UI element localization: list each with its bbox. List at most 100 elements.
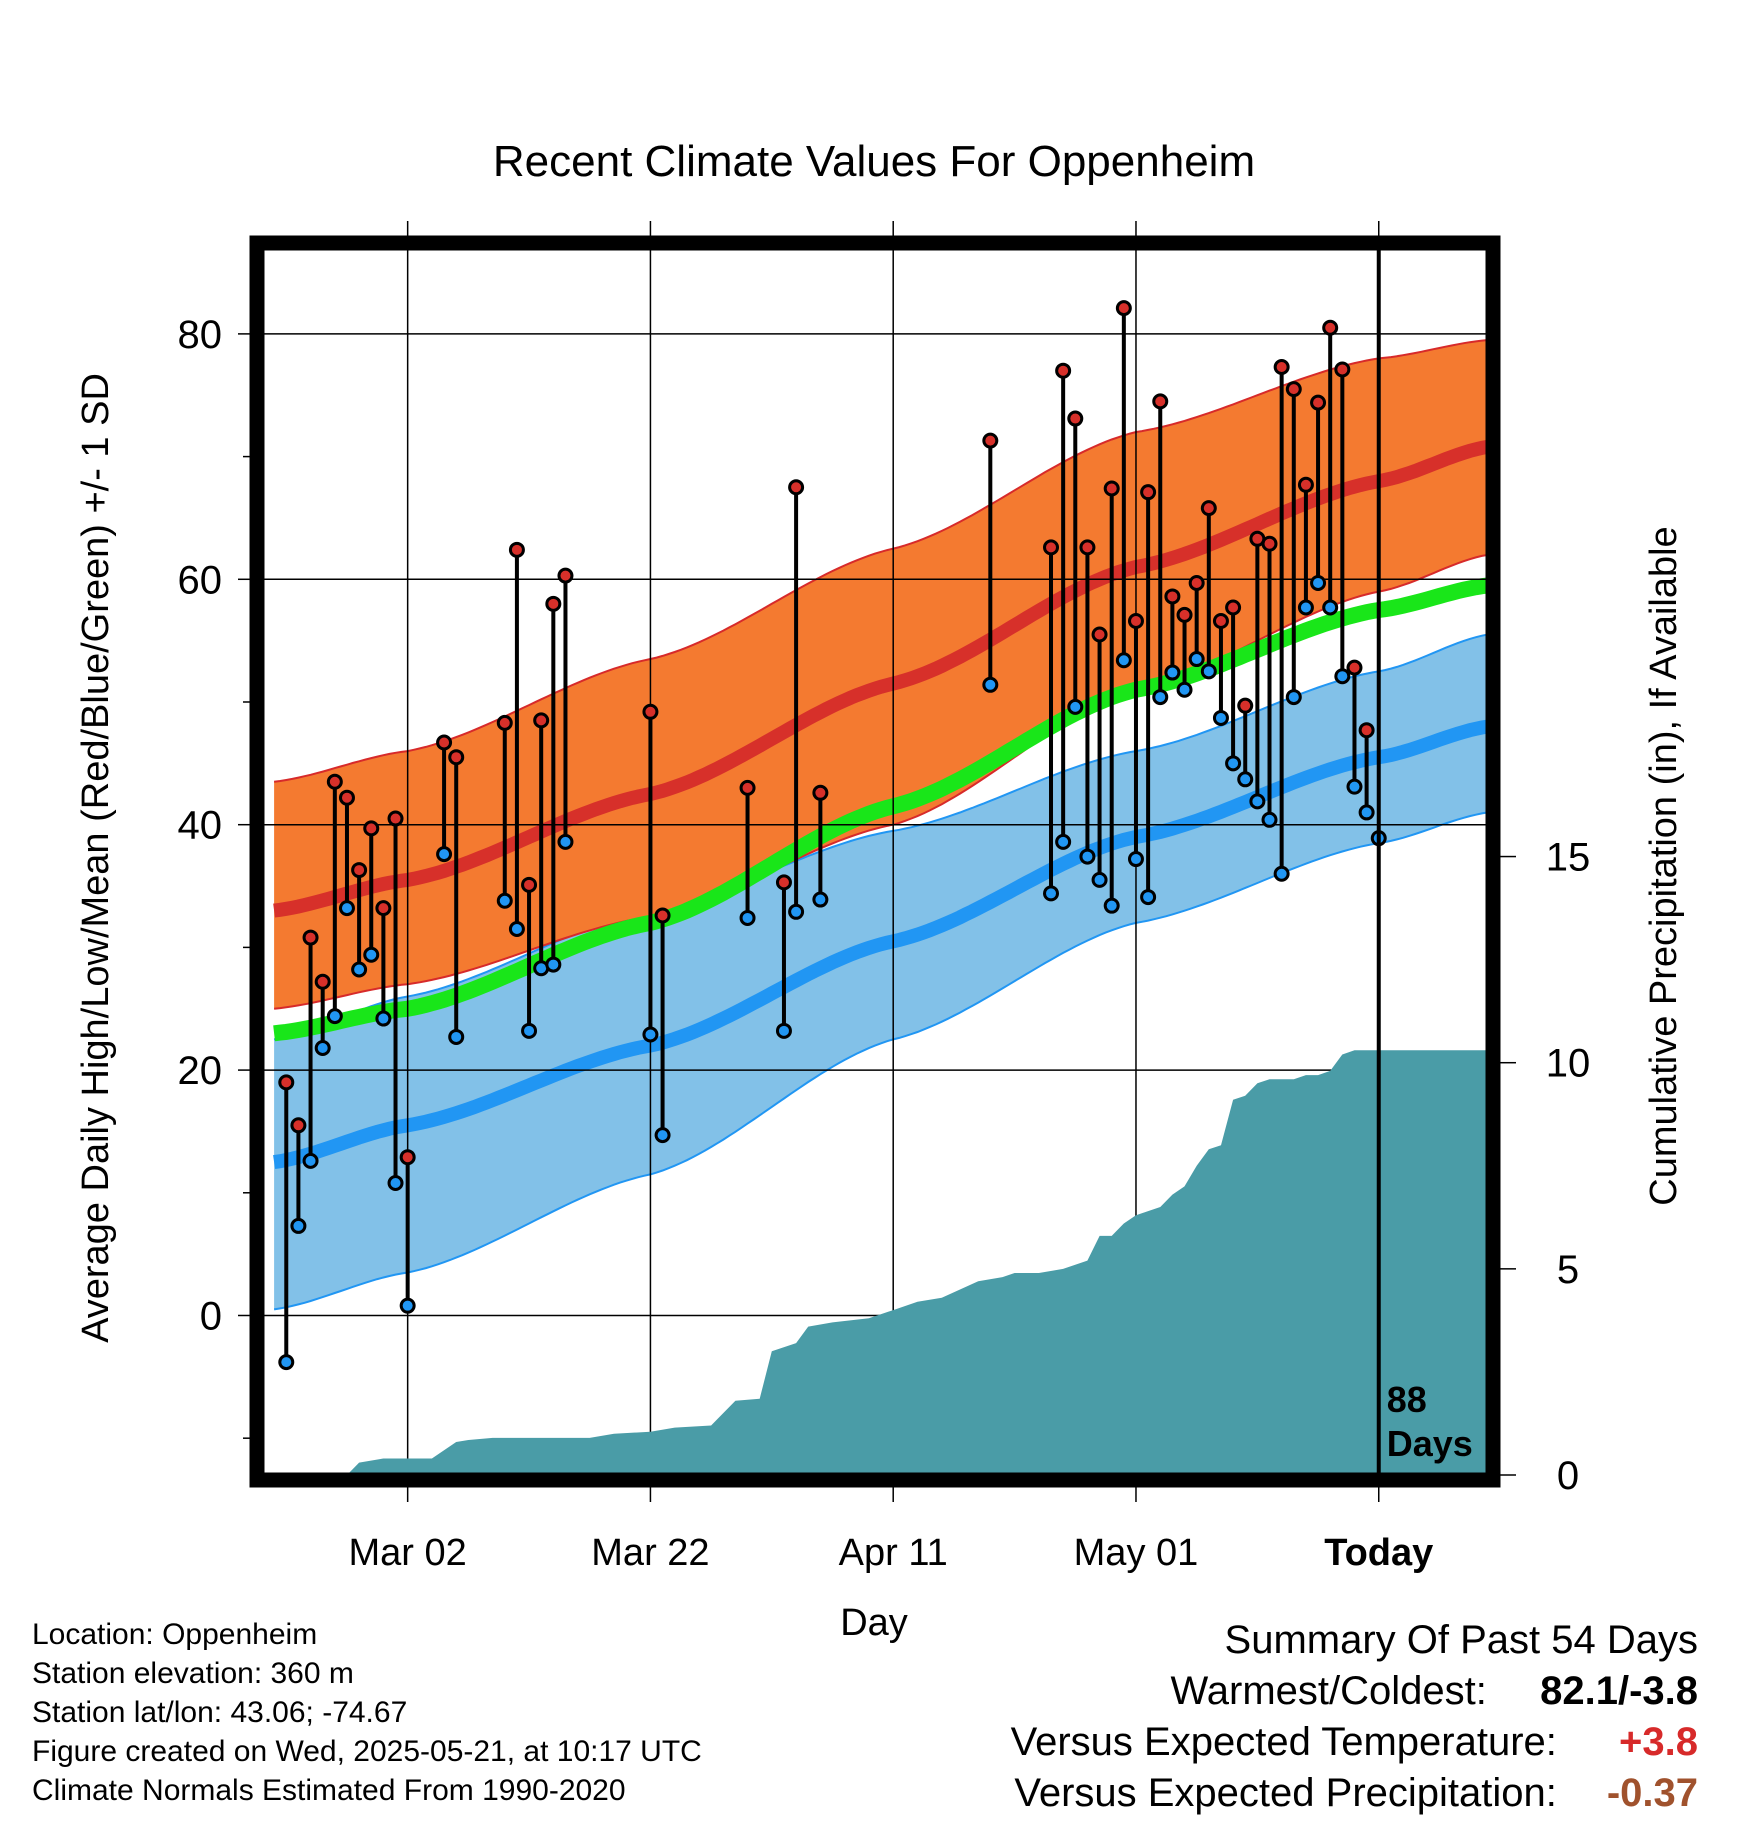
low-point [1225,755,1242,772]
high-point [1273,359,1290,376]
low-point [1067,698,1084,715]
low-point [1285,689,1302,706]
plot-frame [249,235,1501,1488]
low-point [1176,681,1193,698]
high-point [1285,381,1302,398]
high-point [387,810,404,827]
low-point [496,892,513,909]
info-latlon: Station lat/lon: 43.06; -74.67 [32,1696,408,1729]
low-point [521,1022,538,1039]
y-tick-label: 60 [178,558,223,602]
high-point [302,929,319,946]
high-point [1152,393,1169,410]
low-point [1115,652,1132,669]
low-point [1310,574,1327,591]
low-point [739,909,756,926]
high-point [448,749,465,766]
high-point [1043,539,1060,556]
high-point [1322,319,1339,336]
low-point [775,1022,792,1039]
low-point [448,1028,465,1045]
station-info: Location: Oppenheim Station elevation: 3… [32,1615,702,1810]
low-point [387,1174,404,1191]
normal-bands [273,339,1488,1311]
info-normals: Climate Normals Estimated From 1990-2020 [32,1774,626,1807]
info-location: Location: Oppenheim [32,1618,318,1651]
low-point [1346,778,1363,795]
y-tick-label: 0 [200,1294,222,1338]
y2-tick-label: 5 [1557,1248,1579,1292]
low-point [1164,664,1181,681]
low-mean-line [273,719,1488,1170]
low-point [1103,897,1120,914]
high-point [1103,480,1120,497]
summary-precip-row: Versus Expected Precipitation: -0.37 [798,1768,1698,1819]
x-tick-label: Apr 11 [839,1532,948,1574]
high-point [739,779,756,796]
today-days-label: 88 [1387,1379,1427,1420]
high-point [1297,476,1314,493]
high-point [654,907,671,924]
low-point [1358,804,1375,821]
summary-warmest-row: Warmest/Coldest: 82.1/-3.8 [798,1666,1699,1717]
low-point [1261,811,1278,828]
high-point [1091,626,1108,643]
low-point [545,956,562,973]
high-point [1127,613,1144,630]
low-point [642,1026,659,1043]
high-point [1237,697,1254,714]
y-tick-label: 40 [178,804,223,848]
summary-title: Summary Of Past 54 Days [1224,1618,1698,1662]
cumulative-precip-area [274,1050,1488,1475]
high-band-lower-edge [274,553,1488,1010]
high-point [338,789,355,806]
high-point [521,876,538,893]
precip-area [274,1050,1488,1475]
low-sd-band [274,634,1488,1310]
high-point [375,900,392,917]
temp-anomaly-label: Versus Expected Temperature: [1010,1720,1557,1764]
high-point [642,703,659,720]
info-created: Figure created on Wed, 2025-05-21, at 10… [32,1735,702,1768]
x-tick-label: May 01 [1074,1532,1199,1574]
low-point [1188,651,1205,668]
low-point [1200,663,1217,680]
y-tick-label: 80 [178,313,223,357]
low-point [557,833,574,850]
low-point [338,900,355,917]
low-point [351,961,368,978]
low-point [1273,865,1290,882]
summary-panel: Summary Of Past 54 Days Warmest/Coldest:… [798,1615,1698,1819]
x-tick-label: Mar 22 [591,1532,709,1574]
high-point [1188,574,1205,591]
high-point [1310,394,1327,411]
low-point [1249,793,1266,810]
low-point [1322,599,1339,616]
high-point [1346,659,1363,676]
high-point [363,820,380,837]
x-tick-label: Mar 02 [349,1532,467,1574]
temp-anomaly-value: +3.8 [1619,1720,1698,1764]
low-point [1127,851,1144,868]
high-point [278,1074,295,1091]
warmest-value: 82.1/-3.8 [1540,1669,1698,1713]
precip-anomaly-label: Versus Expected Precipitation: [1014,1771,1557,1815]
summary-temp-row: Versus Expected Temperature: +3.8 [798,1717,1698,1768]
high-point [788,479,805,496]
high-point [1334,361,1351,378]
high-band-upper-edge [273,339,1488,783]
low-point [812,891,829,908]
low-point [1043,885,1060,902]
chart-title: Recent Climate Values For Oppenheim [493,137,1255,186]
low-point [1152,689,1169,706]
high-point [533,712,550,729]
low-point [788,903,805,920]
high-point [1067,410,1084,427]
low-point [302,1152,319,1169]
y-axis-label: Average Daily High/Low/Mean (Red/Blue/Gr… [75,373,117,1343]
high-point [545,595,562,612]
axes: 0 20 40 60 80 0 5 10 15 Mar 02 Mar 22 Apr 11 May 01 T… [178,221,1590,1574]
low-point [375,1010,392,1027]
